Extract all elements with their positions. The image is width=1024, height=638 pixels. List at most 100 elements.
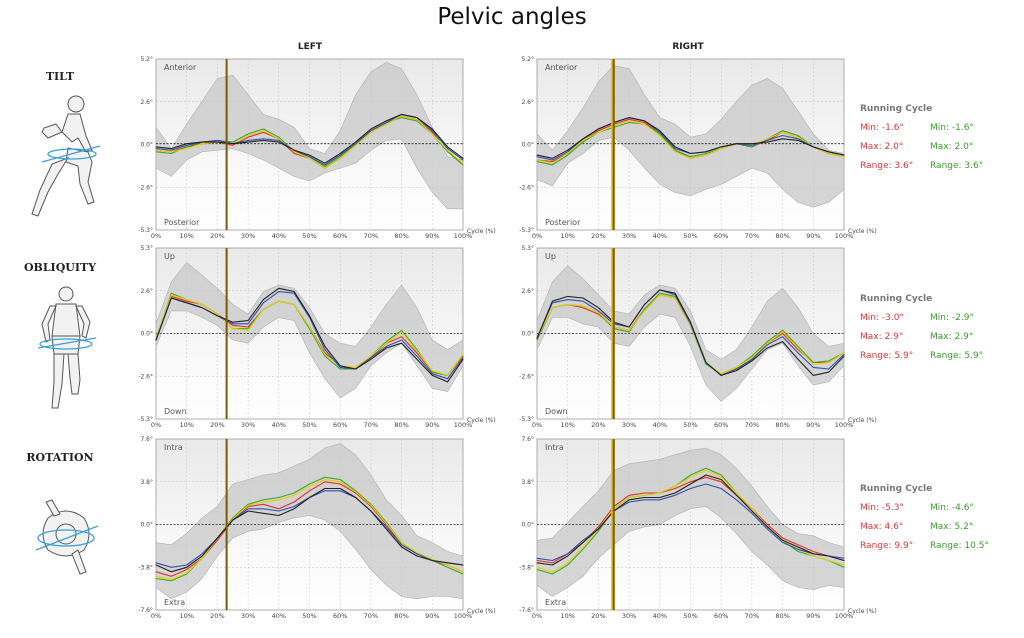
runner-top-icon — [35, 499, 99, 575]
x-tick-label: 100% — [835, 421, 854, 429]
stats-right-max: Max: 5.2° — [930, 522, 974, 532]
x-tick-label: 100% — [454, 421, 473, 429]
x-tick-label: 40% — [653, 612, 667, 620]
stats-right-range: Range: 5.9° — [930, 351, 984, 361]
x-tick-label: 90% — [425, 421, 439, 429]
y-tick-label: -3.8° — [519, 564, 534, 571]
x-tick-label: 50% — [302, 232, 316, 240]
x-tick-label: 90% — [806, 421, 820, 429]
stats-right-max: Max: 2.9° — [930, 332, 974, 342]
series-line-blue — [536, 289, 845, 376]
x-tick-label: 60% — [333, 612, 347, 620]
x-tick-label: 30% — [241, 421, 255, 429]
y-tick-label: 0.0° — [140, 522, 153, 529]
stats-header: Running Cycle — [860, 104, 933, 114]
x-tick-label: 0% — [532, 421, 542, 429]
series-line-black — [536, 117, 845, 159]
x-tick-label: 40% — [272, 612, 286, 620]
y-tick-label: -2.6° — [519, 373, 534, 380]
x-tick-label: 60% — [714, 421, 728, 429]
x-tick-label: 70% — [745, 421, 759, 429]
x-tick-label: 0% — [151, 232, 161, 240]
stats-panel-rotation: Running Cycle Min: -5.3° Min: -4.6° Max: … — [860, 484, 1010, 560]
y-tick-label: 5.2° — [140, 56, 153, 63]
y-tick-label: 2.6° — [140, 288, 153, 295]
y-tick-label: -7.6° — [519, 607, 534, 614]
direction-label-top: Anterior — [545, 63, 578, 72]
y-tick-label: 0.0° — [521, 331, 534, 338]
x-tick-label: 80% — [775, 232, 789, 240]
series-line-yellow — [155, 115, 464, 169]
y-tick-label: -5.3° — [519, 416, 534, 423]
x-tick-label: 100% — [454, 612, 473, 620]
y-tick-label: 2.6° — [140, 99, 153, 106]
x-tick-label: 70% — [745, 232, 759, 240]
x-tick-label: 90% — [425, 232, 439, 240]
x-tick-label: 70% — [745, 612, 759, 620]
series-line-green — [536, 467, 845, 575]
y-tick-label: -5.3° — [138, 416, 153, 423]
runner-side-icon — [31, 95, 101, 217]
stats-right-min: Min: -4.6° — [930, 503, 974, 513]
runner-front-icon — [37, 286, 97, 409]
column-header-right: RIGHT — [672, 42, 704, 52]
stats-left-max: Max: 4.6° — [860, 522, 904, 532]
x-tick-label: 50% — [302, 421, 316, 429]
y-tick-label: 0.0° — [521, 522, 534, 529]
series-line-yellow — [536, 294, 845, 375]
direction-label-bottom: Posterior — [164, 218, 200, 227]
stats-right-min: Min: -1.6° — [930, 123, 974, 133]
series-line-black — [536, 289, 845, 376]
stats-right-min: Min: -2.9° — [930, 313, 974, 323]
normative-band-obliquity-right — [536, 265, 845, 402]
x-tick-label: 30% — [241, 612, 255, 620]
series-line-yellow — [536, 469, 845, 573]
x-tick-label: 60% — [333, 232, 347, 240]
y-tick-label: -2.6° — [138, 184, 153, 191]
y-tick-label: -2.6° — [519, 184, 534, 191]
stats-left-min: Min: -3.0° — [860, 313, 904, 323]
stats-header: Running Cycle — [860, 484, 933, 494]
series-line-red — [536, 476, 845, 564]
x-tick-label: 10% — [560, 421, 574, 429]
x-tick-label: 20% — [210, 612, 224, 620]
column-header-left: LEFT — [297, 42, 323, 52]
y-tick-label: 5.2° — [521, 56, 534, 63]
x-tick-label: 70% — [364, 232, 378, 240]
x-tick-label: 20% — [591, 232, 605, 240]
normative-band-tilt-left — [155, 61, 464, 210]
stats-left-min: Min: -5.3° — [860, 503, 904, 513]
series-line-yellow — [536, 120, 845, 164]
x-tick-label: 20% — [591, 421, 605, 429]
x-tick-label: 50% — [683, 232, 697, 240]
x-axis-label: Cycle (%) — [848, 417, 877, 424]
x-tick-label: 60% — [714, 612, 728, 620]
normative-band-obliquity-left — [155, 262, 464, 399]
x-tick-label: 70% — [364, 421, 378, 429]
y-tick-label: 2.6° — [521, 99, 534, 106]
y-tick-label: 7.6° — [521, 436, 534, 443]
x-tick-label: 80% — [775, 612, 789, 620]
direction-label-bottom: Down — [545, 407, 568, 416]
series-line-blue — [536, 483, 845, 562]
y-tick-label: -5.3° — [138, 227, 153, 234]
page-title: Pelvic angles — [437, 4, 587, 30]
x-tick-label: 90% — [806, 232, 820, 240]
x-tick-label: 50% — [683, 612, 697, 620]
x-tick-label: 40% — [653, 421, 667, 429]
series-line-black — [155, 113, 464, 164]
x-tick-label: 10% — [179, 421, 193, 429]
x-tick-label: 40% — [272, 232, 286, 240]
x-tick-label: 10% — [560, 232, 574, 240]
direction-label-bottom: Posterior — [545, 218, 581, 227]
series-line-black — [536, 474, 845, 566]
x-tick-label: 60% — [714, 232, 728, 240]
stats-panel-obliquity: Running Cycle Min: -3.0° Min: -2.9° Max: … — [860, 294, 1010, 370]
y-tick-label: -7.6° — [138, 607, 153, 614]
series-line-black — [155, 487, 464, 573]
y-tick-label: 5.3° — [140, 245, 153, 252]
x-tick-label: 10% — [179, 232, 193, 240]
normative-band-rotation-left — [155, 443, 464, 600]
direction-label-bottom: Down — [164, 407, 187, 416]
